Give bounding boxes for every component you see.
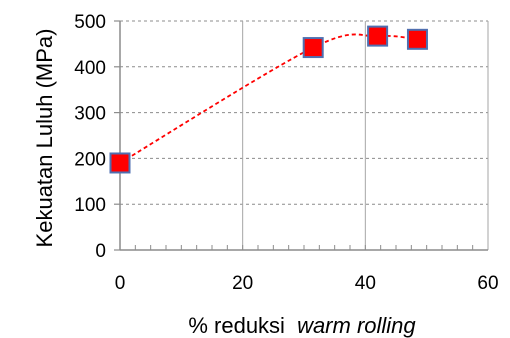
y-tick-label-300: 300 — [74, 104, 106, 125]
y-tick-label-500: 500 — [74, 12, 106, 33]
x-axis-title-main: % reduksi — [188, 313, 285, 338]
x-tick-label-40: 40 — [355, 273, 376, 294]
axis-ticks — [114, 20, 474, 251]
y-tick-label-100: 100 — [74, 195, 106, 216]
tick-labels: 0 100 200 300 400 500 0 20 40 60 — [74, 12, 498, 294]
y-tick-label-0: 0 — [95, 241, 106, 262]
trend-line-group — [119, 33, 418, 164]
data-points — [109, 25, 428, 174]
trend-line — [119, 33, 418, 164]
data-point-1 — [109, 152, 131, 174]
y-tick-label-400: 400 — [74, 58, 106, 79]
data-point-3 — [367, 25, 389, 47]
x-tick-label-0: 0 — [115, 273, 126, 294]
x-tick-label-60: 60 — [477, 273, 498, 294]
data-point-4 — [406, 28, 428, 50]
data-point-2 — [302, 37, 324, 59]
y-tick-label-200: 200 — [74, 149, 106, 170]
y-axis-title: Kekuatan Luluh (MPa) — [32, 29, 57, 248]
x-axis-title-italic: warm rolling — [297, 313, 416, 338]
grid-lines — [120, 20, 489, 250]
x-axis-title: % reduksi warm rolling — [188, 313, 416, 338]
x-tick-label-20: 20 — [232, 273, 253, 294]
